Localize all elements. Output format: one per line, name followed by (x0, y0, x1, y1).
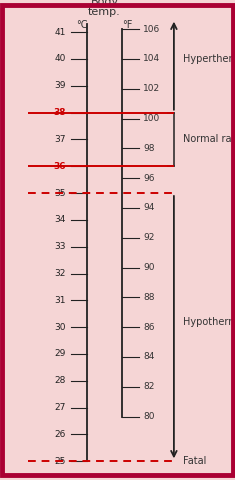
Text: 41: 41 (55, 28, 66, 36)
Text: 98: 98 (143, 144, 155, 153)
Text: 25: 25 (55, 457, 66, 466)
Text: 102: 102 (143, 84, 161, 93)
Text: Body: Body (90, 0, 119, 7)
Text: 84: 84 (143, 352, 155, 361)
Text: 94: 94 (143, 204, 155, 213)
Text: 104: 104 (143, 55, 161, 63)
Text: 31: 31 (54, 296, 66, 305)
Text: 30: 30 (54, 323, 66, 332)
Text: 96: 96 (143, 174, 155, 183)
Text: 28: 28 (55, 376, 66, 385)
Text: Normal range: Normal range (183, 134, 235, 144)
Text: °F: °F (122, 21, 132, 30)
Text: 92: 92 (143, 233, 155, 242)
Text: 38: 38 (53, 108, 66, 117)
Text: 32: 32 (55, 269, 66, 278)
Text: 82: 82 (143, 382, 155, 391)
Text: 29: 29 (55, 349, 66, 359)
Text: 86: 86 (143, 323, 155, 332)
Text: Fatal: Fatal (183, 456, 207, 466)
Text: 88: 88 (143, 293, 155, 302)
Text: 100: 100 (143, 114, 161, 123)
Text: 90: 90 (143, 263, 155, 272)
Text: °C: °C (77, 21, 88, 30)
Text: Hyperthermia: Hyperthermia (183, 54, 235, 64)
Text: 27: 27 (55, 403, 66, 412)
Text: 40: 40 (55, 55, 66, 63)
Text: 33: 33 (54, 242, 66, 251)
Text: 36: 36 (53, 162, 66, 171)
Text: 39: 39 (54, 81, 66, 90)
Text: 35: 35 (54, 189, 66, 198)
Text: temp.: temp. (88, 7, 121, 17)
Text: 37: 37 (54, 135, 66, 144)
Text: 80: 80 (143, 412, 155, 421)
Text: 34: 34 (55, 216, 66, 224)
Text: 106: 106 (143, 24, 161, 34)
Text: 26: 26 (55, 430, 66, 439)
Text: Hypothermia: Hypothermia (183, 317, 235, 327)
